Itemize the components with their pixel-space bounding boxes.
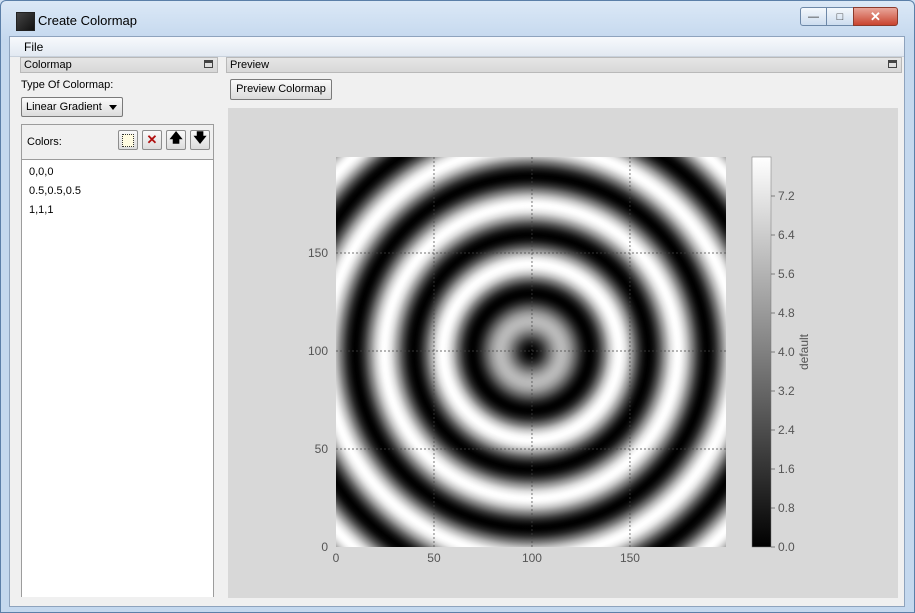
move-down-button[interactable]: 🡇 bbox=[190, 130, 210, 150]
colormap-dock: Colormap Type Of Colormap: Linear Gradie… bbox=[20, 57, 218, 603]
colorbar-tick-label: 0.0 bbox=[778, 540, 795, 554]
add-color-button[interactable] bbox=[118, 130, 138, 150]
delete-color-button[interactable]: ✕ bbox=[142, 130, 162, 150]
colorbar-tick-label: 4.0 bbox=[778, 345, 795, 359]
maximize-button[interactable]: □ bbox=[826, 7, 854, 26]
title-bar[interactable]: Create Colormap — □ ✕ bbox=[1, 1, 914, 37]
plot-area: 0 50 100 150 0 50 100 150 0.0 0.8 1.6 2.4 3.2 4.0 4.… bbox=[228, 108, 898, 598]
y-tick-label: 0 bbox=[321, 540, 328, 554]
colorbar bbox=[751, 156, 772, 548]
colorbar-tick-label: 2.4 bbox=[778, 423, 795, 437]
colormap-type-select[interactable]: Linear Gradient bbox=[21, 97, 123, 117]
minimize-button[interactable]: — bbox=[800, 7, 827, 26]
move-down-icon: 🡇 bbox=[193, 130, 207, 145]
y-tick-label: 100 bbox=[308, 344, 328, 358]
x-tick-label: 100 bbox=[522, 551, 542, 565]
x-tick-label: 50 bbox=[427, 551, 441, 565]
move-up-icon: 🡅 bbox=[169, 130, 183, 145]
list-item[interactable]: 1,1,1 bbox=[29, 204, 54, 216]
list-item[interactable]: 0.5,0.5,0.5 bbox=[29, 185, 81, 197]
app-icon bbox=[16, 12, 35, 31]
menu-bar: File bbox=[10, 37, 904, 57]
heatmap-chart: 0 50 100 150 0 50 100 150 0.0 0.8 1.6 2.4 3.2 4.0 4.… bbox=[308, 156, 811, 565]
y-tick-label: 150 bbox=[308, 246, 328, 260]
chevron-down-icon bbox=[109, 105, 117, 110]
list-item[interactable]: 0,0,0 bbox=[29, 166, 54, 178]
add-color-icon bbox=[122, 133, 134, 147]
grid-lines bbox=[336, 157, 726, 547]
colormap-type-value: Linear Gradient bbox=[26, 101, 102, 113]
colormap-dock-header[interactable]: Colormap bbox=[20, 57, 218, 73]
colorbar-tick-label: 1.6 bbox=[778, 462, 795, 476]
heatmap-image bbox=[336, 157, 726, 547]
x-tick-label: 150 bbox=[620, 551, 640, 565]
preview-dock-title: Preview bbox=[230, 59, 270, 71]
float-dock-icon[interactable] bbox=[888, 60, 897, 68]
colorbar-tick-label: 3.2 bbox=[778, 384, 795, 398]
close-icon: ✕ bbox=[870, 8, 881, 24]
x-tick-label: 0 bbox=[333, 551, 340, 565]
client-area: File Colormap Type Of Colormap: Linear G… bbox=[9, 36, 905, 607]
y-tick-label: 50 bbox=[315, 442, 329, 456]
delete-color-icon: ✕ bbox=[146, 132, 158, 147]
type-of-colormap-label: Type Of Colormap: bbox=[21, 79, 114, 91]
colormap-dock-title: Colormap bbox=[24, 59, 72, 71]
color-list[interactable]: 0,0,0 0.5,0.5,0.5 1,1,1 bbox=[22, 159, 213, 597]
colors-group: Colors: ✕ 🡅 🡇 0,0,0 0.5,0.5,0.5 1,1,1 bbox=[21, 124, 214, 597]
colorbar-tick-label: 7.2 bbox=[778, 189, 795, 203]
menu-file[interactable]: File bbox=[24, 40, 44, 54]
colorbar-label: default bbox=[797, 333, 811, 370]
maximize-icon: □ bbox=[836, 10, 844, 23]
colorbar-tick-label: 0.8 bbox=[778, 501, 795, 515]
float-dock-icon[interactable] bbox=[204, 60, 213, 68]
colorbar-tick-label: 5.6 bbox=[778, 267, 795, 281]
window-title: Create Colormap bbox=[38, 13, 137, 28]
preview-colormap-button[interactable]: Preview Colormap bbox=[230, 79, 332, 100]
colorbar-tick-label: 4.8 bbox=[778, 306, 795, 320]
colorbar-ticks: 0.0 0.8 1.6 2.4 3.2 4.0 4.8 5.6 6.4 7.2 bbox=[771, 189, 795, 554]
colorbar-tick-label: 6.4 bbox=[778, 228, 795, 242]
close-button[interactable]: ✕ bbox=[853, 7, 898, 26]
y-axis: 0 50 100 150 bbox=[308, 246, 328, 554]
x-axis: 0 50 100 150 bbox=[333, 551, 641, 565]
move-up-button[interactable]: 🡅 bbox=[166, 130, 186, 150]
preview-dock-header[interactable]: Preview bbox=[226, 57, 902, 73]
preview-dock: Preview Preview Colormap bbox=[226, 57, 902, 603]
minimize-icon: — bbox=[808, 10, 819, 23]
colors-label: Colors: bbox=[27, 136, 62, 148]
